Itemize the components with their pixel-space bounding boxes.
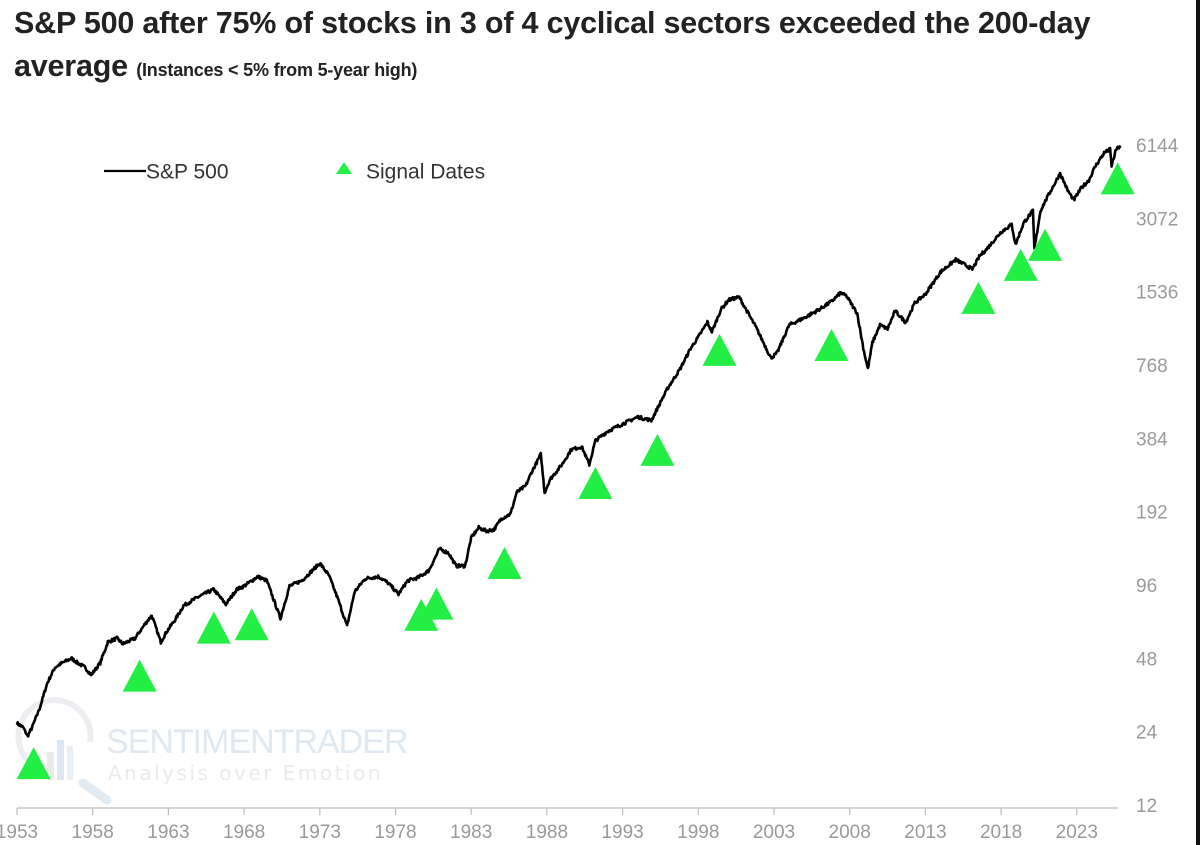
watermark-brand: SENTIMENTRADER: [106, 723, 407, 761]
x-tick-label: 2003: [753, 822, 795, 843]
y-tick-label: 48: [1136, 649, 1157, 670]
y-tick-label: 192: [1136, 503, 1168, 524]
x-tick-label: 1993: [601, 822, 643, 843]
x-tick-label: 2018: [980, 822, 1022, 843]
signal-date-marker: [122, 659, 157, 692]
x-tick-label: 1953: [0, 822, 38, 843]
chart-title-main: S&P 500 after 75% of stocks in 3 of 4 cy…: [14, 6, 1091, 83]
signal-date-marker: [404, 598, 439, 631]
y-tick-label: 24: [1136, 723, 1158, 744]
legend-label-sp500: S&P 500: [146, 161, 229, 184]
x-tick-label: 2008: [829, 822, 871, 843]
y-tick-label: 6144: [1136, 136, 1179, 157]
x-tick-label: 1988: [526, 822, 568, 843]
x-tick-label: 1998: [677, 822, 719, 843]
signal-date-marker: [702, 333, 737, 366]
sp500-line: [15, 144, 1122, 738]
y-tick-label: 96: [1136, 576, 1157, 597]
watermark: SENTIMENTRADER Analysis over Emotion: [15, 697, 408, 805]
x-axis-ticks: 1953 1958 1963 1968 1973 1978 1983 1988 1993 1998…: [0, 808, 1098, 843]
signal-date-marker: [1003, 248, 1038, 281]
chart-title: S&P 500 after 75% of stocks in 3 of 4 cy…: [14, 2, 1200, 92]
legend-label-signal-dates: Signal Dates: [366, 161, 485, 184]
watermark-logo-icon: [15, 697, 112, 805]
signal-date-marker: [1028, 228, 1063, 261]
x-tick-label: 2013: [904, 822, 946, 843]
signal-date-marker: [196, 611, 231, 644]
x-tick-label: 1973: [299, 822, 341, 843]
x-tick-label: 1958: [72, 822, 114, 843]
y-tick-label: 1536: [1136, 283, 1178, 304]
chart-subtitle: (Instances < 5% from 5-year high): [136, 60, 418, 80]
signal-date-marker: [814, 328, 849, 361]
signal-date-marker: [234, 608, 269, 641]
sp500-series: [15, 144, 1122, 738]
signal-date-marker: [419, 587, 454, 620]
y-tick-label: 12: [1136, 796, 1157, 817]
y-tick-label: 3072: [1136, 209, 1178, 230]
signal-date-marker: [1100, 162, 1135, 195]
x-tick-label: 2023: [1056, 822, 1098, 843]
signal-date-marker: [578, 467, 613, 500]
frame-right-border: [1196, 0, 1200, 845]
x-tick-label: 1983: [450, 822, 492, 843]
signal-date-marker: [487, 546, 522, 579]
signal-date-marker: [961, 281, 996, 314]
signal-date-marker: [640, 433, 675, 466]
signal-dates-series: [16, 162, 1135, 780]
x-tick-label: 1963: [147, 822, 189, 843]
signal-date-marker: [16, 747, 51, 780]
legend-triangle-icon: [336, 162, 352, 174]
watermark-tagline: Analysis over Emotion: [108, 761, 383, 785]
legend: S&P 500 Signal Dates: [104, 161, 485, 184]
y-tick-label: 768: [1136, 356, 1168, 377]
x-tick-label: 1968: [223, 822, 265, 843]
y-axis-ticks: 6144 3072 1536 768 384 192 96 48 24 12: [1136, 136, 1179, 817]
y-tick-label: 384: [1136, 429, 1168, 450]
x-tick-label: 1978: [374, 822, 416, 843]
